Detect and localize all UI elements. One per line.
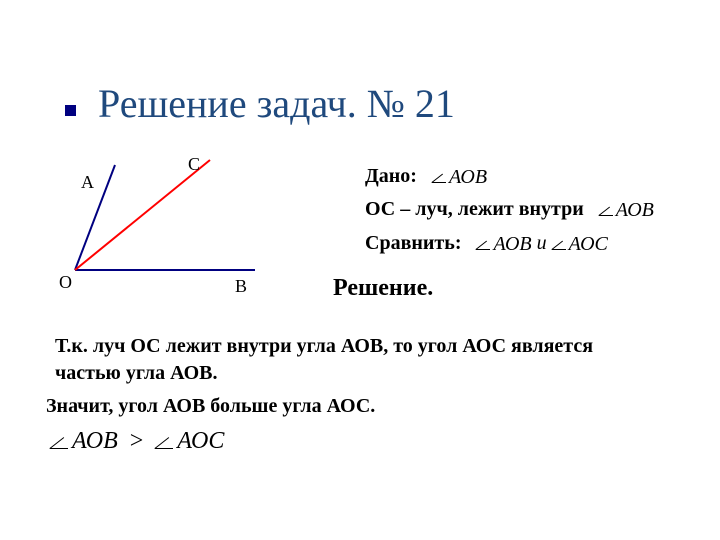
conclusion: АОВ > АОС xyxy=(50,428,224,455)
angle-text: АОВ xyxy=(449,166,487,189)
angle-icon xyxy=(155,432,175,452)
angle-icon xyxy=(552,236,568,252)
angle-icon xyxy=(432,169,448,185)
angle-text: АОС xyxy=(177,428,224,455)
label-o: О xyxy=(59,272,72,293)
label-c: С xyxy=(188,154,200,175)
angle-text: АОВ xyxy=(493,233,531,256)
body-line-1: Т.к. луч ОС лежит внутри угла АОВ, то уг… xyxy=(55,333,655,387)
given-label: Дано: АОВ xyxy=(365,165,487,189)
body-line-2: Значит, угол АОВ больше угла АОС. xyxy=(46,395,666,418)
concl-angle-left: АОВ xyxy=(50,428,118,455)
slide: Решение задач. № 21 О А В С Дано: АОВ ОС… xyxy=(0,0,720,540)
compare-label: Сравнить: АОВ и АОС xyxy=(365,232,608,256)
ray-text: ОС – луч, лежит внутри xyxy=(365,198,584,220)
compare-angle-2: АОС xyxy=(552,233,608,256)
solution-header: Решение. xyxy=(333,275,433,302)
title-bullet xyxy=(65,105,76,116)
compare-angle-1: АОВ xyxy=(476,233,531,256)
angle-text: АОВ xyxy=(616,199,654,222)
label-b: В xyxy=(235,276,247,297)
page-title: Решение задач. № 21 xyxy=(98,80,455,127)
angle-icon xyxy=(50,432,70,452)
angle-text: АОС xyxy=(569,233,608,256)
concl-angle-right: АОС xyxy=(155,428,224,455)
ray-angle-aob: АОВ xyxy=(599,199,654,222)
angle-icon xyxy=(599,202,615,218)
angle-diagram xyxy=(55,150,275,290)
given-label-text: Дано: xyxy=(365,165,417,187)
compare-label-text: Сравнить: xyxy=(365,232,461,254)
angle-icon xyxy=(476,236,492,252)
label-a: А xyxy=(81,172,94,193)
given-angle-aob: АОВ xyxy=(432,166,487,189)
compare-conj: и xyxy=(537,232,552,254)
given-ray: ОС – луч, лежит внутри АОВ xyxy=(365,198,654,222)
angle-text: АОВ xyxy=(72,428,118,455)
concl-op: > xyxy=(124,428,150,454)
